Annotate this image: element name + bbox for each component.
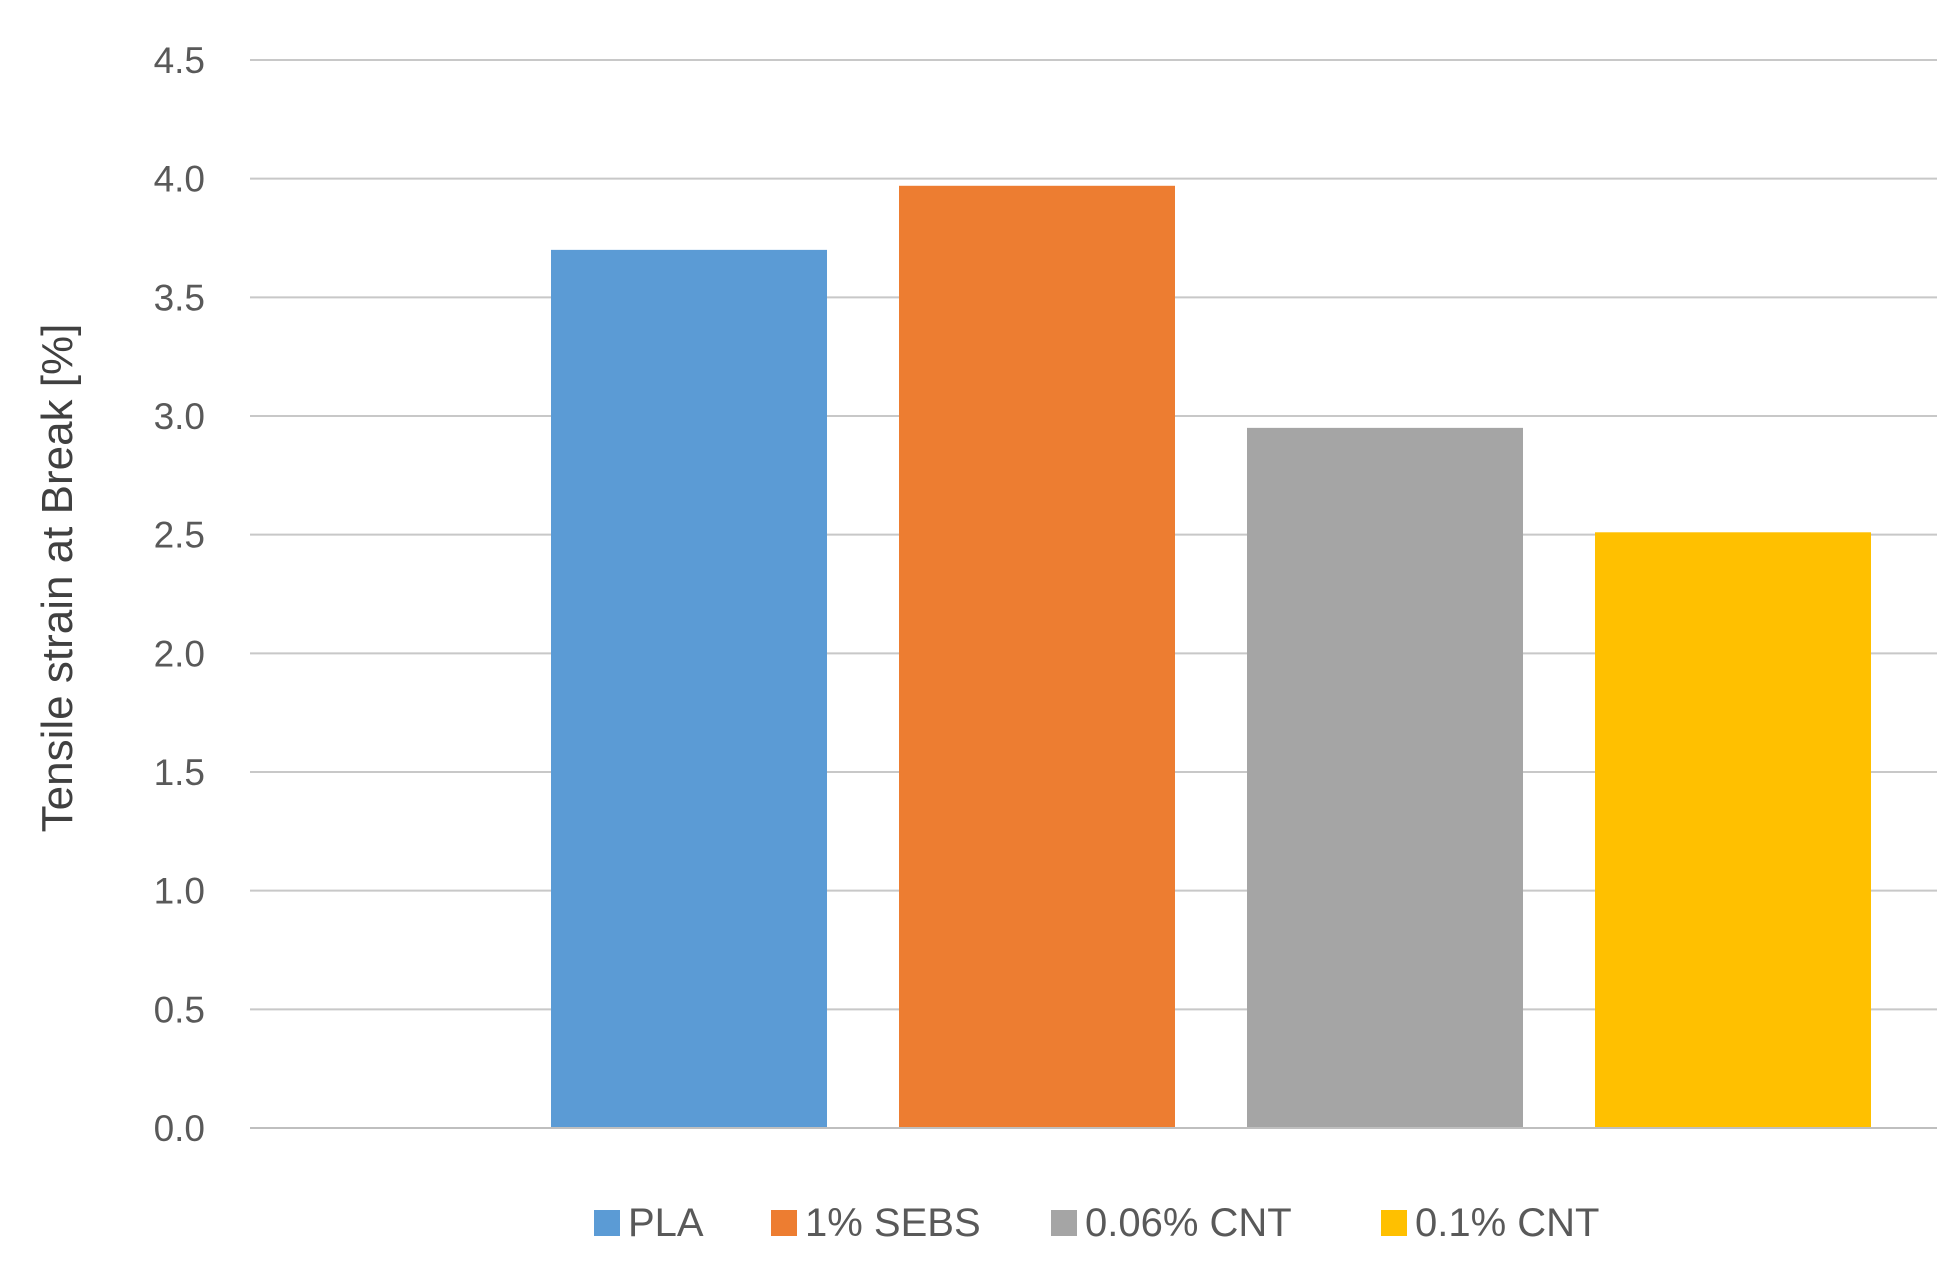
y-tick-label: 1.0 [154, 871, 205, 912]
legend-label: PLA [628, 1201, 704, 1245]
y-tick-label: 2.0 [154, 633, 205, 674]
y-tick-label: 1.5 [154, 752, 205, 793]
y-axis-ticks: 0.0 0.5 1.0 1.5 2.0 2.5 3.0 3.5 4.0 4.5 [154, 40, 205, 1149]
legend-swatch [1051, 1210, 1077, 1236]
bar-1-sebs [899, 185, 1175, 1128]
legend-swatch [771, 1210, 797, 1236]
legend-swatch [1381, 1210, 1407, 1236]
y-tick-label: 3.5 [154, 277, 205, 318]
bar-0-06-cnt [1247, 427, 1523, 1128]
bar-pla [551, 249, 827, 1128]
y-tick-label: 0.5 [154, 989, 205, 1030]
y-tick-label: 4.0 [154, 159, 205, 200]
legend-swatch [594, 1210, 620, 1236]
legend-label: 1% SEBS [805, 1201, 981, 1245]
y-tick-label: 4.5 [154, 40, 205, 81]
y-tick-label: 3.0 [154, 396, 205, 437]
y-axis-title: Tensile strain at Break [%] [33, 324, 82, 833]
bar-0-1-cnt [1595, 532, 1871, 1128]
y-tick-label: 2.5 [154, 515, 205, 556]
bars [551, 185, 1871, 1128]
legend-label: 0.06% CNT [1085, 1201, 1292, 1245]
legend-label: 0.1% CNT [1415, 1201, 1600, 1245]
legend: PLA 1% SEBS 0.06% CNT 0.1% CNT [594, 1201, 1600, 1245]
y-tick-label: 0.0 [154, 1108, 205, 1149]
